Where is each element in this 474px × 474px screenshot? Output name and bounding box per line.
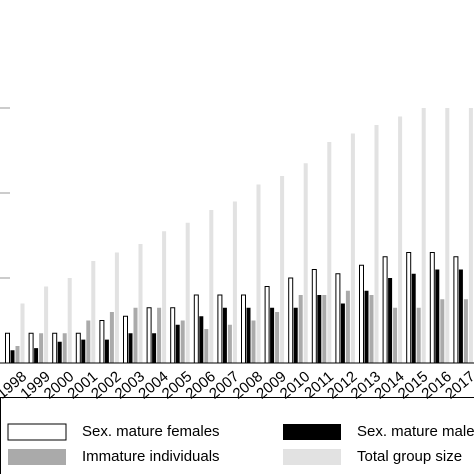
bar bbox=[217, 294, 223, 364]
bar bbox=[322, 295, 327, 363]
bar bbox=[185, 222, 190, 363]
bar bbox=[91, 261, 96, 363]
bar bbox=[382, 256, 388, 364]
bar bbox=[81, 339, 86, 363]
bar bbox=[114, 252, 119, 363]
legend-swatch bbox=[283, 424, 341, 440]
bar bbox=[67, 278, 72, 363]
bar bbox=[317, 295, 322, 363]
bar bbox=[104, 339, 109, 363]
bar bbox=[209, 210, 214, 363]
bar bbox=[193, 294, 199, 364]
bar bbox=[275, 312, 280, 363]
bar bbox=[75, 332, 81, 364]
bar bbox=[288, 277, 294, 364]
bar bbox=[345, 290, 350, 363]
bar bbox=[435, 269, 440, 363]
bar bbox=[246, 307, 251, 363]
bar bbox=[468, 108, 473, 363]
bar bbox=[99, 320, 105, 364]
bar bbox=[421, 108, 426, 363]
bar bbox=[264, 286, 270, 364]
legend-swatch bbox=[8, 449, 66, 465]
bar bbox=[458, 269, 463, 363]
bar bbox=[15, 346, 20, 363]
bar bbox=[138, 244, 143, 363]
bar bbox=[340, 303, 345, 363]
bar bbox=[335, 273, 341, 364]
bar bbox=[270, 307, 275, 363]
bar bbox=[57, 341, 62, 363]
bar bbox=[374, 125, 379, 363]
bar bbox=[10, 350, 15, 363]
legend-label: Sex. mature males bbox=[357, 423, 474, 440]
bar bbox=[222, 307, 227, 363]
bar bbox=[227, 324, 232, 363]
bar bbox=[350, 133, 355, 363]
bar bbox=[152, 333, 157, 363]
bar bbox=[170, 307, 176, 364]
legend-label: Total group size bbox=[357, 448, 462, 465]
bar bbox=[411, 273, 416, 363]
legend-swatch bbox=[283, 449, 341, 465]
bar bbox=[280, 176, 285, 363]
bar bbox=[293, 307, 298, 363]
bar bbox=[44, 286, 49, 363]
bar bbox=[157, 307, 162, 363]
bar bbox=[369, 295, 374, 363]
bar bbox=[20, 303, 25, 363]
bar bbox=[298, 295, 303, 363]
bar bbox=[388, 278, 393, 363]
bar bbox=[133, 307, 138, 363]
bar bbox=[232, 201, 237, 363]
bar bbox=[204, 329, 209, 363]
bar bbox=[5, 332, 10, 364]
bar bbox=[123, 315, 128, 364]
legend-box bbox=[0, 397, 474, 474]
bar bbox=[429, 252, 435, 364]
bar bbox=[398, 116, 403, 363]
bar bbox=[175, 324, 180, 363]
bar bbox=[199, 316, 204, 363]
bar bbox=[34, 348, 39, 363]
bar bbox=[311, 269, 317, 364]
bar bbox=[445, 108, 450, 363]
bar bbox=[393, 307, 398, 363]
bar bbox=[146, 307, 152, 364]
bar bbox=[86, 320, 91, 363]
bar bbox=[440, 299, 445, 363]
bar bbox=[180, 320, 185, 363]
bar bbox=[416, 307, 421, 363]
bar bbox=[241, 294, 246, 364]
bar bbox=[62, 333, 67, 363]
bar bbox=[52, 332, 58, 364]
legend-label: Sex. mature females bbox=[82, 423, 220, 440]
bar bbox=[256, 184, 261, 363]
bar bbox=[453, 256, 459, 364]
bar bbox=[463, 299, 468, 363]
bar bbox=[359, 264, 364, 364]
bar bbox=[303, 163, 308, 363]
bar bbox=[128, 333, 133, 363]
bar bbox=[406, 252, 412, 364]
bar bbox=[28, 332, 34, 364]
bar bbox=[327, 142, 332, 363]
legend-label: Immature individuals bbox=[82, 448, 220, 465]
bar bbox=[364, 290, 369, 363]
legend-swatch bbox=[7, 423, 67, 441]
bar bbox=[39, 333, 44, 363]
bar bbox=[109, 312, 114, 363]
bar bbox=[251, 320, 256, 363]
bar bbox=[162, 231, 167, 363]
